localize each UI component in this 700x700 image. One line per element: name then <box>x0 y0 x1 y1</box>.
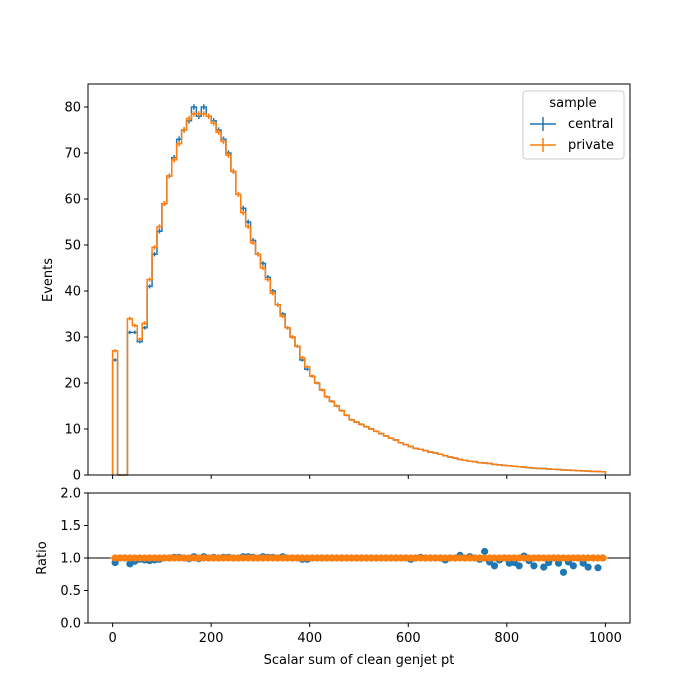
x-tick-label: 800 <box>494 631 519 646</box>
y-tick-label: 70 <box>64 147 81 162</box>
x-axis-ticks <box>112 475 606 479</box>
ratio-marks <box>110 547 608 576</box>
legend-entry-private: private <box>530 138 614 153</box>
ratio-panel: 0.00.51.01.52.0 0 200 400 600 800 1000 Ratio … <box>35 487 631 668</box>
y-axis-label: Events <box>41 258 56 302</box>
ratio-y-tick-label: 2.0 <box>60 487 81 502</box>
ratio-y-tick-label: 1.5 <box>60 519 81 534</box>
ratio-y-tick-label: 1.0 <box>60 552 81 567</box>
y-tick-label: 60 <box>64 193 81 208</box>
histogram-marks <box>111 104 607 476</box>
y-tick-label: 20 <box>64 377 81 392</box>
ratio-y-tick-label: 0.5 <box>60 584 81 599</box>
ratio-point-private <box>599 554 607 562</box>
ratio-y-tick-label: 0.0 <box>60 617 81 632</box>
y-tick-label: 80 <box>64 101 81 116</box>
ratio-y-axis-ticks: 0.0 0.5 1.0 1.5 2.0 <box>60 487 88 632</box>
y-tick-label: 40 <box>64 285 81 300</box>
ratio-point-central <box>559 568 568 576</box>
y-tick-label: 0 <box>73 469 81 484</box>
ratio-plot-frame <box>87 492 631 624</box>
legend-entry-central: central <box>530 117 613 132</box>
histogram-step-private <box>111 113 607 476</box>
x-tick-label: 600 <box>396 631 421 646</box>
ratio-y-axis-label: Ratio <box>35 541 50 574</box>
legend-label-central: central <box>568 117 613 132</box>
ratio-point-central <box>594 564 602 572</box>
x-tick-label: 200 <box>199 631 224 646</box>
ratio-point-central <box>530 562 538 570</box>
ratio-x-axis-ticks: 0 200 400 600 800 1000 <box>108 623 622 646</box>
x-axis-label: Scalar sum of clean genjet pt <box>264 653 455 668</box>
ratio-point-central <box>515 562 523 570</box>
main-histogram-panel: 0 10 20 30 40 50 60 70 80 Events sample central … <box>41 83 631 484</box>
ratio-point-central <box>540 563 548 571</box>
x-tick-label: 0 <box>108 631 116 646</box>
ratio-point-central <box>481 547 489 556</box>
legend-label-private: private <box>568 138 614 153</box>
y-tick-label: 30 <box>64 331 81 346</box>
ratio-point-central <box>554 559 563 567</box>
legend-frame <box>522 90 625 160</box>
main-plot-frame <box>87 83 631 476</box>
y-tick-label: 10 <box>64 423 81 438</box>
ratio-point-central <box>490 562 499 570</box>
ratio-point-central <box>584 563 592 571</box>
ratio-point-central <box>569 562 577 570</box>
ratio-point-central <box>579 559 587 567</box>
legend: sample central private <box>522 90 625 160</box>
legend-title: sample <box>549 96 596 111</box>
y-tick-label: 50 <box>64 239 81 254</box>
y-axis-ticks: 0 10 20 30 40 50 60 70 80 <box>64 101 88 484</box>
x-tick-label: 400 <box>297 631 322 646</box>
x-tick-label: 1000 <box>589 631 622 646</box>
